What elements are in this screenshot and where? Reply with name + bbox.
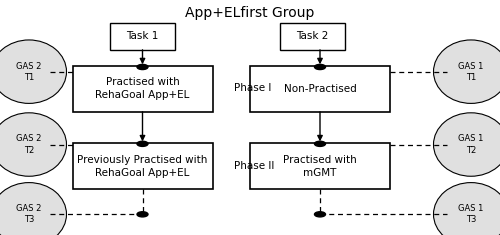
Text: GAS 1
T1: GAS 1 T1 xyxy=(458,62,483,82)
Text: Phase I: Phase I xyxy=(234,83,272,93)
FancyBboxPatch shape xyxy=(250,66,390,112)
FancyBboxPatch shape xyxy=(72,66,212,112)
FancyBboxPatch shape xyxy=(72,143,212,189)
Circle shape xyxy=(314,141,326,146)
Text: GAS 2
T2: GAS 2 T2 xyxy=(16,134,42,155)
Circle shape xyxy=(137,64,148,70)
Text: GAS 2
T1: GAS 2 T1 xyxy=(16,62,42,82)
Ellipse shape xyxy=(0,183,66,235)
Text: Previously Practised with
RehaGoal App+EL: Previously Practised with RehaGoal App+E… xyxy=(78,155,208,178)
Text: Practised with
mGMT: Practised with mGMT xyxy=(283,155,357,178)
Text: Task 2: Task 2 xyxy=(296,31,328,41)
Ellipse shape xyxy=(0,113,66,176)
Text: GAS 1
T3: GAS 1 T3 xyxy=(458,204,483,224)
Circle shape xyxy=(137,212,148,217)
Text: Practised with
RehaGoal App+EL: Practised with RehaGoal App+EL xyxy=(96,77,190,100)
Text: GAS 2
T3: GAS 2 T3 xyxy=(16,204,42,224)
Circle shape xyxy=(314,212,326,217)
Ellipse shape xyxy=(434,40,500,103)
Circle shape xyxy=(314,64,326,70)
Ellipse shape xyxy=(434,113,500,176)
Text: Non-Practised: Non-Practised xyxy=(284,84,356,94)
Ellipse shape xyxy=(434,183,500,235)
Text: GAS 1
T2: GAS 1 T2 xyxy=(458,134,483,155)
FancyBboxPatch shape xyxy=(250,143,390,189)
FancyBboxPatch shape xyxy=(280,23,345,50)
Circle shape xyxy=(137,141,148,146)
Text: App+ELfirst Group: App+ELfirst Group xyxy=(186,6,314,20)
Ellipse shape xyxy=(0,40,66,103)
Text: Phase II: Phase II xyxy=(234,161,274,171)
FancyBboxPatch shape xyxy=(110,23,175,50)
Text: Task 1: Task 1 xyxy=(126,31,158,41)
